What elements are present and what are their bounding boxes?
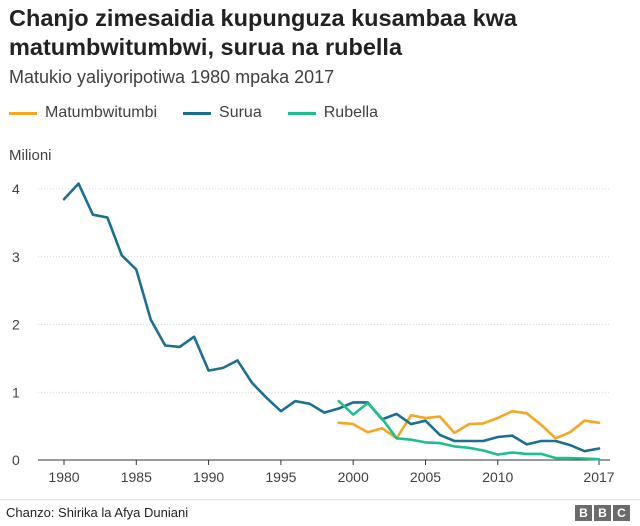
series-line-surua — [62, 182, 601, 453]
footer-divider — [0, 499, 640, 500]
x-tick-label: 2017 — [583, 469, 614, 485]
legend-item-rubella: Rubella — [287, 104, 378, 122]
bbc-logo: B B C — [575, 505, 630, 521]
x-tick-label: 1985 — [121, 469, 152, 485]
y-axis-unit-label: Milioni — [9, 147, 52, 164]
bbc-logo-block: B — [594, 505, 611, 521]
legend: Matumbwitumbi Surua Rubella — [9, 102, 404, 124]
chart-subtitle: Matukio yaliyoripotiwa 1980 mpaka 2017 — [9, 67, 335, 87]
bbc-logo-block: C — [613, 505, 630, 521]
legend-swatch-matumbwitumbi — [9, 111, 37, 115]
bbc-logo-block: B — [575, 505, 592, 521]
x-tick-label: 1980 — [48, 469, 79, 485]
series-line-matumbwitumbi — [337, 409, 601, 440]
x-tick-label: 2005 — [410, 469, 441, 485]
series-line-rubella — [337, 399, 601, 461]
y-tick-label: 1 — [12, 384, 20, 400]
legend-label-matumbwitumbi: Matumbwitumbi — [45, 104, 158, 121]
legend-item-surua: Surua — [183, 104, 262, 122]
x-tick-label: 1995 — [265, 469, 296, 485]
y-tick-label: 0 — [12, 452, 20, 468]
x-tick-label: 1990 — [193, 469, 224, 485]
legend-swatch-rubella — [287, 111, 316, 115]
source-note: Chanzo: Shirika la Afya Duniani — [6, 505, 189, 520]
y-tick-label: 2 — [12, 317, 20, 333]
legend-label-rubella: Rubella — [323, 104, 378, 121]
x-tick-label: 2000 — [338, 469, 369, 485]
chart-title: Chanjo zimesaidia kupunguza kusambaa kwa… — [9, 5, 518, 60]
y-tick-label: 3 — [12, 249, 20, 265]
legend-swatch-surua — [183, 111, 212, 115]
y-tick-label: 4 — [12, 181, 20, 197]
legend-label-surua: Surua — [219, 104, 262, 121]
legend-item-matumbwitumbi: Matumbwitumbi — [9, 104, 157, 122]
x-tick-label: 2010 — [482, 469, 513, 485]
